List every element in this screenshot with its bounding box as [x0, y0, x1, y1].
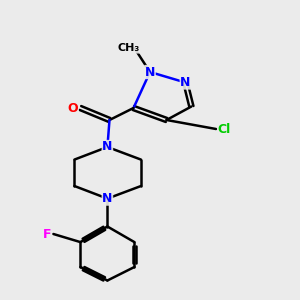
Text: F: F — [43, 227, 51, 241]
Text: N: N — [102, 140, 112, 154]
Text: N: N — [180, 76, 190, 89]
Text: N: N — [145, 65, 155, 79]
Text: CH₃: CH₃ — [118, 43, 140, 53]
Text: Cl: Cl — [218, 122, 231, 136]
Text: N: N — [102, 192, 112, 205]
Text: O: O — [68, 101, 78, 115]
